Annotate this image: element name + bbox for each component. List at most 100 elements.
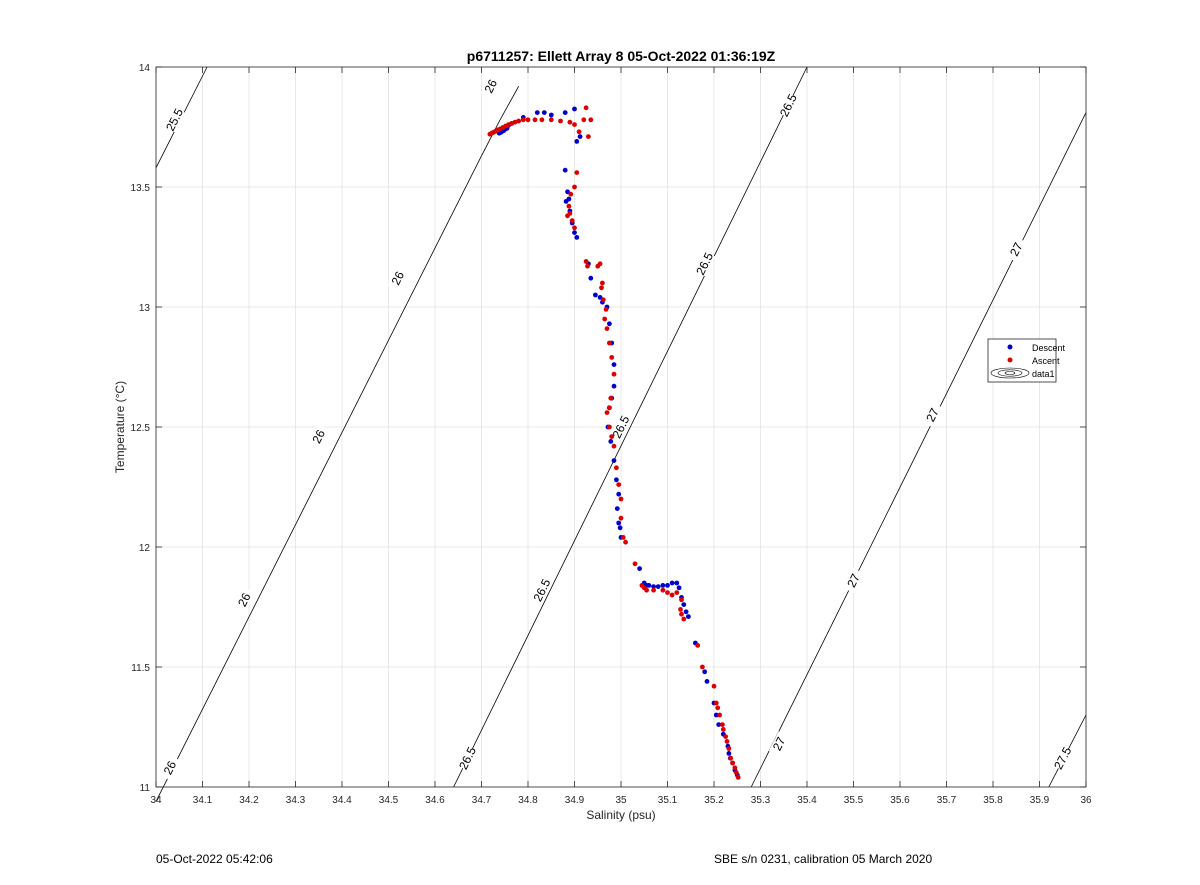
legend: Descent Ascent data1 bbox=[987, 338, 1066, 383]
ascent-point bbox=[583, 259, 589, 264]
ascent-point bbox=[679, 597, 684, 603]
contour-line-26 bbox=[499, 86, 520, 120]
axis-ticks: 34 34.1 34.2 34.3 34.4 34.5 34.6 34.7 34.8 34.9 35… bbox=[131, 63, 1092, 806]
x-axis-label: Salinity (psu) bbox=[586, 808, 655, 822]
ascent-point bbox=[623, 539, 628, 545]
descent-point bbox=[651, 584, 656, 589]
ascent-point bbox=[588, 117, 594, 123]
descent-point bbox=[541, 110, 547, 115]
ascent-point bbox=[723, 734, 728, 739]
ascent-point bbox=[681, 616, 687, 622]
ascent-point bbox=[539, 117, 545, 123]
descent-point bbox=[713, 712, 719, 718]
ascent-point bbox=[586, 134, 591, 140]
descent-point bbox=[574, 139, 580, 144]
contour-label-bg bbox=[308, 424, 330, 450]
footer-timestamp: 05-Oct-2022 05:42:06 bbox=[156, 852, 273, 866]
ascent-point bbox=[717, 712, 722, 718]
ascent-point bbox=[609, 434, 615, 439]
x-tick-label: 35.8 bbox=[983, 795, 1003, 806]
descent-point bbox=[614, 477, 619, 483]
ascent-point bbox=[713, 700, 719, 706]
descent-point bbox=[637, 566, 642, 571]
contour-label-bg bbox=[694, 251, 715, 277]
ascent-point bbox=[525, 117, 531, 123]
descent-point bbox=[686, 614, 691, 619]
ascent-point bbox=[669, 592, 675, 598]
descent-point bbox=[577, 134, 583, 140]
ascent-point bbox=[733, 770, 739, 775]
ascent-point bbox=[720, 722, 725, 727]
descent-point bbox=[572, 106, 577, 112]
descent-point bbox=[616, 520, 622, 526]
ascent-point bbox=[618, 515, 624, 521]
descent-point bbox=[563, 199, 569, 204]
contour-label-bg bbox=[457, 745, 478, 771]
x-tick-label: 34.9 bbox=[565, 795, 585, 806]
legend-ascent-label: Ascent bbox=[1032, 356, 1060, 366]
ascent-point bbox=[583, 105, 589, 111]
ascent-point bbox=[728, 755, 734, 761]
ascent-point bbox=[558, 118, 563, 124]
y-axis-label: Temperature (°C) bbox=[113, 381, 127, 473]
x-tick-label: 34.8 bbox=[518, 795, 538, 806]
ascent-point bbox=[581, 117, 587, 123]
contour-label: 26 bbox=[309, 427, 328, 446]
x-tick-label: 34.1 bbox=[193, 795, 213, 806]
contour-label: 26 bbox=[482, 77, 501, 96]
ascent-point bbox=[576, 129, 582, 135]
ascent-point bbox=[572, 122, 577, 127]
ascent-point bbox=[660, 587, 666, 593]
ascent-point bbox=[616, 482, 622, 487]
footer-calibration-info: SBE s/n 0231, calibration 05 March 2020 bbox=[714, 852, 933, 866]
descent-point bbox=[617, 525, 623, 531]
ascent-point bbox=[678, 607, 683, 612]
x-tick-label: 35 bbox=[615, 795, 627, 806]
ascent-point bbox=[568, 191, 574, 197]
x-tick-label: 34.6 bbox=[425, 795, 445, 806]
ascent-point bbox=[695, 643, 701, 648]
ascent-point bbox=[711, 683, 717, 689]
descent-point bbox=[655, 584, 661, 589]
contour-label-bg bbox=[531, 577, 553, 603]
ascent-point bbox=[644, 587, 649, 593]
descent-point bbox=[726, 751, 732, 756]
ascent-point bbox=[607, 424, 612, 430]
ascent-point bbox=[600, 297, 606, 303]
ascent-point bbox=[607, 405, 612, 411]
ascent-point bbox=[574, 170, 580, 176]
descent-point bbox=[548, 112, 554, 118]
x-tick-label: 34.3 bbox=[286, 795, 306, 806]
ascent-point bbox=[609, 355, 615, 360]
contour-line-26.5 bbox=[453, 66, 808, 788]
x-tick-label: 35.9 bbox=[1030, 795, 1050, 806]
contour-line-26 bbox=[481, 119, 501, 156]
descent-point bbox=[565, 189, 570, 195]
x-tick-label: 34.5 bbox=[379, 795, 399, 806]
descent-point bbox=[716, 722, 722, 727]
contour-label: 26 bbox=[235, 590, 254, 609]
ascent-point bbox=[618, 496, 624, 502]
descent-point bbox=[674, 580, 680, 586]
x-tick-label: 34.7 bbox=[472, 795, 492, 806]
descent-point bbox=[534, 110, 540, 115]
descent-point bbox=[660, 583, 666, 588]
x-tick-label: 34 bbox=[150, 795, 162, 806]
descent-point bbox=[646, 583, 652, 588]
ascent-point bbox=[585, 263, 590, 269]
ascent-point bbox=[614, 465, 619, 471]
ascent-point bbox=[651, 587, 656, 593]
contour-label-bg bbox=[1052, 745, 1074, 771]
ascent-point bbox=[595, 263, 601, 269]
ascent-point bbox=[604, 326, 610, 331]
ascent-point bbox=[600, 280, 605, 286]
ascent-point bbox=[599, 285, 604, 291]
contour-label: 27 bbox=[1007, 240, 1026, 258]
x-tick-label: 35.3 bbox=[751, 795, 771, 806]
descent-point bbox=[588, 275, 594, 281]
ascent-point bbox=[620, 535, 626, 540]
descent-point bbox=[593, 292, 598, 298]
descent-point bbox=[607, 321, 612, 327]
ascent-point bbox=[572, 184, 577, 190]
